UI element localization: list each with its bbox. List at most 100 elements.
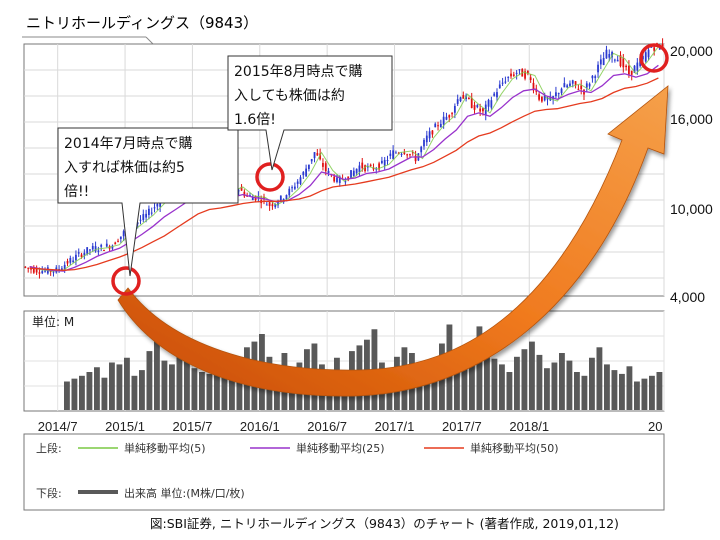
volume-bar: [64, 381, 70, 410]
date-tick-label: 2015/1: [105, 419, 145, 434]
callout-2014-line-3: 倍!!: [64, 184, 89, 200]
candle-body: [437, 125, 439, 127]
candle-body: [636, 62, 639, 71]
candle-body: [431, 130, 434, 135]
candle-body: [302, 172, 305, 176]
candle-body: [271, 204, 274, 207]
candle-body: [470, 97, 473, 108]
volume-bar: [191, 368, 198, 410]
candle-body: [279, 195, 282, 201]
candle-body: [72, 260, 75, 263]
date-tick-label: 2016/1: [240, 419, 280, 434]
candle-body: [482, 108, 484, 112]
candle-body: [299, 177, 302, 184]
candle-body: [512, 74, 515, 76]
candle-body: [515, 72, 518, 74]
volume-bar: [596, 347, 603, 410]
volume-bar: [154, 338, 160, 410]
chart-title: ニトリホールディングス（9843）: [26, 14, 258, 32]
candle-body: [493, 93, 496, 96]
candle-body: [555, 92, 557, 97]
volume-bar: [94, 367, 100, 410]
price-tick-label: 4,000: [670, 289, 705, 305]
candle-body: [336, 177, 338, 183]
candle-body: [243, 191, 246, 197]
volume-bar: [71, 378, 78, 410]
candle-body: [268, 202, 271, 206]
candle-body: [159, 202, 162, 207]
price-tick-label: 16,000: [670, 111, 713, 127]
svg-text:2014年7月時点で購 入すれば株価は約5: 2014年7月時点で購 入すれば株価は約5 倍!!: [64, 136, 197, 200]
candle-body: [52, 271, 55, 273]
volume-bar: [469, 351, 475, 410]
legend-box: [23, 433, 665, 511]
volume-bar: [214, 357, 220, 410]
candle-body: [566, 85, 569, 88]
volume-bar: [514, 356, 520, 410]
volume-bar: [574, 372, 580, 410]
candle-body: [597, 64, 599, 73]
candle-body: [434, 123, 437, 128]
volume-bar: [199, 372, 205, 410]
candle-body: [150, 212, 153, 214]
volume-bar: [161, 360, 168, 410]
volume-bar: [506, 372, 513, 410]
price-tick-label: 20,000: [670, 43, 713, 59]
svg-text:2015年8月時点で購 入しても株価は約: 2015年8月時点で購 入しても株価は約 1.6倍!: [234, 64, 367, 128]
candle-body: [633, 65, 636, 73]
candle-body: [274, 203, 277, 208]
volume-bar: [176, 354, 183, 410]
candle-body: [364, 165, 366, 172]
candle-body: [352, 170, 355, 176]
candle-body: [425, 135, 428, 143]
candle-body: [148, 208, 150, 216]
candle-body: [456, 99, 459, 104]
candle-body: [650, 46, 653, 48]
candle-body: [63, 264, 66, 270]
candle-body: [324, 163, 327, 172]
candle-body: [560, 88, 563, 94]
volume-bar: [634, 381, 640, 410]
candle-body: [355, 168, 358, 174]
candle-body: [439, 123, 442, 128]
candle-body: [80, 254, 83, 257]
candle-body: [35, 268, 38, 273]
candle-body: [462, 95, 465, 99]
volume-bar: [649, 375, 655, 410]
volume-bar: [461, 362, 468, 410]
candle-body: [378, 163, 380, 170]
legend-label-1: 単純移動平均(25): [296, 441, 385, 455]
candle-body: [338, 176, 341, 183]
candle-body: [406, 154, 409, 156]
candle-body: [524, 71, 526, 79]
volume-bar: [184, 343, 190, 410]
candle-body: [411, 152, 414, 154]
callout-2015-line-2: 入しても株価は約: [234, 88, 345, 104]
candle-body: [490, 100, 493, 108]
candle-body: [613, 59, 616, 61]
candle-body: [139, 219, 142, 221]
candle-body: [569, 83, 571, 86]
candle-body: [395, 152, 397, 154]
candle-body: [305, 168, 308, 177]
volume-bar: [499, 364, 505, 410]
candle-body: [644, 52, 647, 62]
volume-bar: [641, 378, 648, 410]
volume-bar: [236, 372, 243, 410]
volume-bar: [109, 362, 115, 410]
candle-body: [296, 181, 299, 184]
candle-body: [142, 214, 145, 221]
date-tick-label: 2015/7: [173, 419, 213, 434]
highlight-circle-2018-12: [639, 43, 669, 73]
candle-body: [442, 116, 445, 125]
volume-bar: [529, 341, 535, 410]
legend-label-2: 単純移動平均(50): [470, 441, 559, 455]
candle-body: [350, 170, 352, 179]
callout-2015: 2015年8月時点で購 入しても株価は約 1.6倍!: [227, 55, 393, 171]
candle-body: [611, 52, 613, 58]
candle-body: [310, 159, 313, 162]
candle-body: [308, 164, 310, 170]
highlight-circle-2015-8: [255, 162, 285, 192]
legend-items: 単純移動平均(5) 単純移動平均(25) 単純移動平均(50): [78, 441, 559, 455]
